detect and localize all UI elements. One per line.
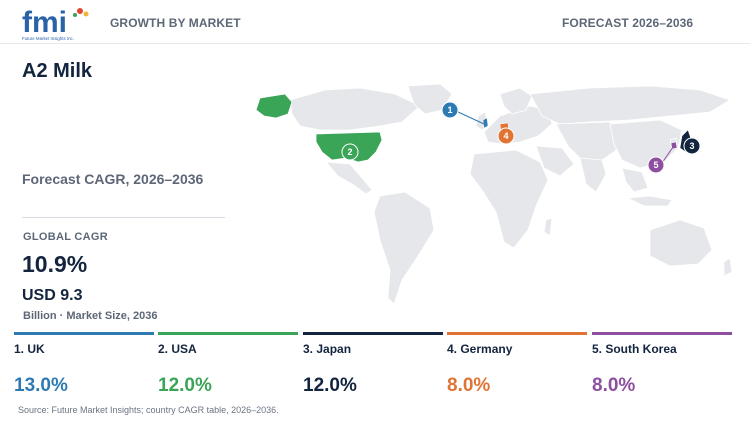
fmi-logo: fmi Future Market Insights Inc. xyxy=(22,6,89,41)
land-russia xyxy=(529,85,731,125)
leader-south-korea xyxy=(661,146,674,164)
country-uk-cagr: 13.0% xyxy=(14,375,68,396)
global-cagr-value: 10.9% xyxy=(22,251,88,277)
land-australia xyxy=(649,219,713,267)
brand-wordmark: fmi xyxy=(22,6,67,39)
source-note: Source: Future Market Insights; country … xyxy=(18,405,279,415)
land-canada xyxy=(289,87,421,131)
header-bar: fmi Future Market Insights Inc. GROWTH B… xyxy=(0,0,750,44)
country-japan: 3. Japan 12.0% xyxy=(303,332,443,402)
marker-south-korea-rank: 5 xyxy=(653,160,658,170)
country-japan-name: 3. Japan xyxy=(303,342,352,356)
marker-germany: 4 xyxy=(497,127,515,145)
country-germany: 4. Germany 8.0% xyxy=(447,332,587,402)
land-indonesia xyxy=(626,195,673,207)
marker-usa-rank: 2 xyxy=(347,147,352,157)
country-japan-bar xyxy=(303,332,443,335)
land-southeast-asia xyxy=(621,167,649,193)
country-germany-name: 4. Germany xyxy=(447,342,513,356)
market-size-value: USD 9.3 xyxy=(22,287,83,304)
land-scandinavia xyxy=(499,87,533,115)
country-germany-cagr: 8.0% xyxy=(447,375,491,396)
land-mexico xyxy=(325,161,373,195)
country-south-korea: 5. South Korea 8.0% xyxy=(592,332,732,402)
country-usa: 2. USA 12.0% xyxy=(158,332,298,402)
country-south-korea-bar xyxy=(592,332,732,335)
marker-usa: 2 xyxy=(341,143,359,161)
land-arabia xyxy=(535,145,575,177)
global-cagr-label: GLOBAL CAGR xyxy=(23,231,108,243)
highlight-alaska xyxy=(255,93,293,119)
country-usa-bar xyxy=(158,332,298,335)
forecast-subtitle: Forecast CAGR, 2026–2036 xyxy=(22,171,204,187)
marker-uk-rank: 1 xyxy=(447,105,452,115)
country-south-korea-name: 5. South Korea xyxy=(592,342,677,356)
country-uk: 1. UK 13.0% xyxy=(14,332,154,402)
highlight-uk xyxy=(482,117,489,129)
land-east-asia xyxy=(609,119,683,169)
country-uk-name: 1. UK xyxy=(14,342,45,356)
land-madagascar xyxy=(543,217,553,237)
divider xyxy=(22,217,225,218)
world-map: 1 2 3 4 5 xyxy=(255,83,733,305)
land-masses xyxy=(255,83,733,305)
country-south-korea-cagr: 8.0% xyxy=(592,375,636,396)
page-title: A2 Milk xyxy=(22,60,93,82)
country-usa-cagr: 12.0% xyxy=(158,375,212,396)
country-japan-cagr: 12.0% xyxy=(303,375,357,396)
marker-uk: 1 xyxy=(441,101,459,119)
leader-uk xyxy=(455,110,485,125)
land-south-america xyxy=(373,191,435,305)
growth-by-market-label: GROWTH BY MARKET xyxy=(110,16,241,30)
land-new-zealand xyxy=(723,257,733,277)
market-size-note: Billion · Market Size, 2036 xyxy=(23,310,158,322)
land-india xyxy=(579,157,607,193)
marker-japan: 3 xyxy=(683,137,701,155)
land-africa xyxy=(469,149,549,249)
forecast-period-label: FORECAST 2026–2036 xyxy=(562,16,694,30)
brand-tagline: Future Market Insights Inc. xyxy=(22,36,74,41)
country-usa-name: 2. USA xyxy=(158,342,197,356)
marker-japan-rank: 3 xyxy=(689,141,694,151)
country-uk-bar xyxy=(14,332,154,335)
country-germany-bar xyxy=(447,332,587,335)
marker-south-korea: 5 xyxy=(647,156,665,174)
marker-germany-rank: 4 xyxy=(503,131,508,141)
